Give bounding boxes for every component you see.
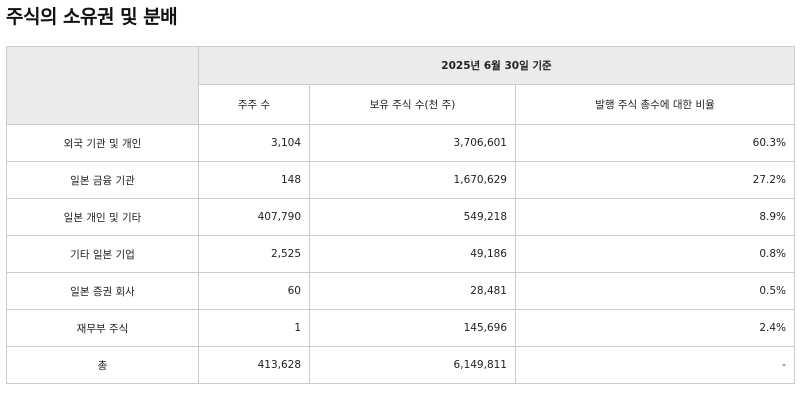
shares-cell: 28,481 [309, 272, 516, 310]
shareholders-cell: 3,104 [198, 124, 310, 162]
table-row: 일본 개인 및 기타 407,790 549,218 8.9% [6, 198, 796, 236]
total-row: 총 413,628 6,149,811 - [6, 346, 796, 384]
shareholders-cell: 2,525 [198, 235, 310, 273]
table-row: 재무부 주식 1 145,696 2.4% [6, 309, 796, 347]
shares-cell: 145,696 [309, 309, 516, 347]
category-cell: 외국 기관 및 개인 [6, 124, 199, 162]
table-header-row: 2025년 6월 30일 기준 [6, 46, 796, 125]
category-cell: 일본 증권 회사 [6, 272, 199, 310]
shareholders-cell: 407,790 [198, 198, 310, 236]
shares-cell: 1,670,629 [309, 161, 516, 199]
column-header-ratio: 발행 주식 총수에 대한 비율 [514, 84, 796, 125]
shares-cell: 6,149,811 [309, 346, 516, 384]
ratio-cell: 60.3% [514, 124, 796, 162]
table-corner-cell [6, 46, 199, 125]
table-row: 외국 기관 및 개인 3,104 3,706,601 60.3% [6, 124, 796, 162]
ratio-cell: 0.5% [514, 272, 796, 310]
table-row: 일본 증권 회사 60 28,481 0.5% [6, 272, 796, 310]
date-header: 2025년 6월 30일 기준 [197, 46, 796, 85]
shares-cell: 3,706,601 [309, 124, 516, 162]
column-header-shares: 보유 주식 수(천 주) [309, 84, 516, 125]
category-cell: 기타 일본 기업 [6, 235, 199, 273]
shares-cell: 549,218 [309, 198, 516, 236]
shareholders-cell: 1 [198, 309, 310, 347]
shares-cell: 49,186 [309, 235, 516, 273]
ratio-cell: - [514, 346, 796, 384]
category-cell: 일본 개인 및 기타 [6, 198, 199, 236]
table-row: 일본 금융 기관 148 1,670,629 27.2% [6, 161, 796, 199]
shareholders-cell: 413,628 [198, 346, 310, 384]
category-cell: 총 [6, 346, 199, 384]
table-row: 기타 일본 기업 2,525 49,186 0.8% [6, 235, 796, 273]
column-header-row: 주주 수 보유 주식 수(천 주) 발행 주식 총수에 대한 비율 [7, 84, 796, 125]
shareholders-cell: 60 [198, 272, 310, 310]
category-cell: 재무부 주식 [6, 309, 199, 347]
category-cell: 일본 금융 기관 [6, 161, 199, 199]
ratio-cell: 2.4% [514, 309, 796, 347]
ratio-cell: 0.8% [514, 235, 796, 273]
column-header-shareholders: 주주 수 [198, 84, 310, 125]
ratio-cell: 8.9% [514, 198, 796, 236]
shareholding-table: 2025년 6월 30일 기준 주주 수 보유 주식 수(천 주) 발행 주식 … [6, 46, 796, 384]
ratio-cell: 27.2% [514, 161, 796, 199]
shareholders-cell: 148 [198, 161, 310, 199]
page-title: 주식의 소유권 및 분배 [6, 6, 178, 28]
